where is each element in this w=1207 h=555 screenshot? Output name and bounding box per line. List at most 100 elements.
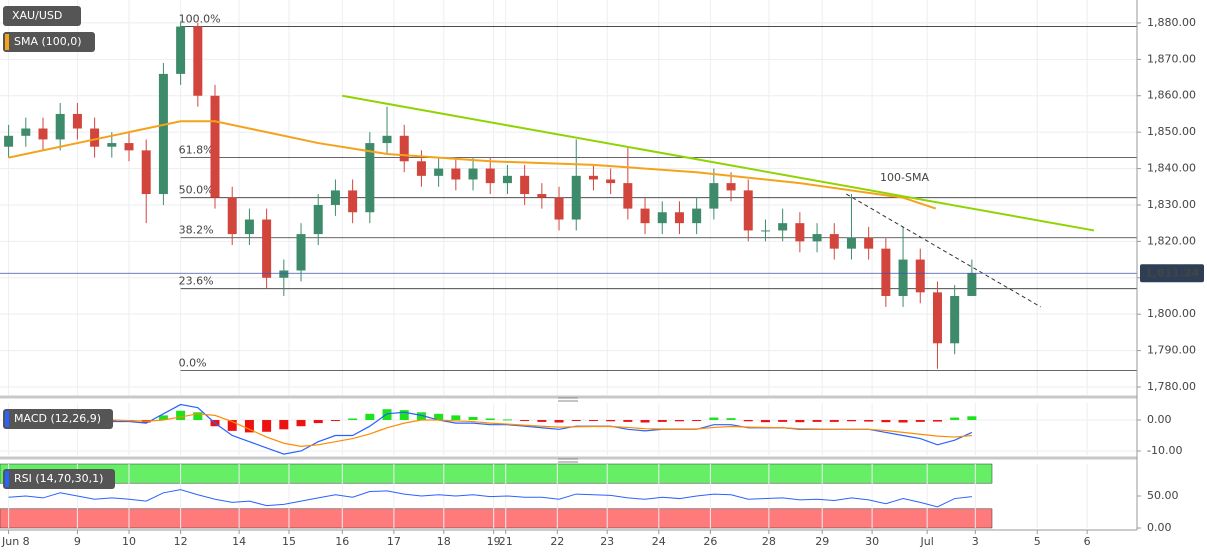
y-tick-label: 1,880.00	[1147, 16, 1196, 29]
candle-body	[606, 179, 616, 184]
fib-label: 23.6%	[179, 275, 214, 288]
last-price-box	[1140, 264, 1204, 283]
legend-macd: MACD (12,26,9)	[14, 412, 101, 425]
histogram-bar	[760, 420, 770, 423]
candle-body	[846, 237, 856, 249]
y-tick-label: 1,830.00	[1147, 198, 1196, 211]
x-tick-label: 18	[437, 535, 451, 548]
x-tick-label: 3	[972, 535, 979, 548]
fib-label: 100.0%	[179, 13, 221, 26]
rsi-band	[0, 508, 993, 529]
y-tick-label: -10.00	[1147, 444, 1182, 457]
x-tick-label: 5	[1034, 535, 1041, 548]
candle-body	[434, 168, 444, 176]
candle-body	[692, 208, 702, 224]
histogram-bar	[829, 420, 839, 422]
histogram-bar	[399, 410, 409, 421]
legend-box[interactable]	[3, 32, 95, 52]
y-tick-label: 1,790.00	[1147, 344, 1196, 357]
candle-body	[262, 219, 272, 278]
resize-handle[interactable]	[558, 458, 578, 463]
candle-body	[21, 128, 31, 136]
price-panel: 1,780.001,790.001,800.001,810.001,820.00…	[0, 0, 1204, 395]
candle-body	[124, 143, 134, 151]
candle-body	[485, 168, 495, 184]
histogram-bar	[296, 420, 306, 427]
histogram-bar	[846, 420, 856, 422]
histogram-bar	[176, 410, 186, 421]
histogram-bar	[382, 409, 392, 421]
histogram-bar	[502, 419, 512, 421]
histogram-bar	[537, 420, 547, 422]
candle-body	[778, 223, 788, 231]
histogram-bar	[365, 413, 375, 421]
candle-body	[348, 190, 358, 213]
candle-body	[760, 230, 770, 232]
histogram-bar	[674, 420, 684, 422]
candle-body	[468, 168, 478, 180]
candle-body	[623, 183, 633, 209]
candle-body	[915, 259, 925, 293]
legend-box[interactable]	[3, 6, 81, 26]
x-tick-label: 26	[703, 535, 717, 548]
legend-box[interactable]	[3, 469, 115, 489]
candle-body	[382, 135, 392, 144]
candle-body	[537, 194, 547, 198]
histogram-bar	[915, 420, 925, 422]
candle-body	[313, 204, 323, 235]
x-tick-label: 10	[122, 535, 136, 548]
x-tick-label: 12	[174, 535, 188, 548]
histogram-bar	[330, 420, 340, 422]
histogram-bar	[657, 420, 667, 422]
x-tick-label: Jun 8	[1, 535, 30, 548]
legend-swatch	[5, 471, 9, 487]
candle-body	[502, 175, 512, 184]
last-price-label: 1,811.24	[1145, 266, 1200, 279]
histogram-bar	[588, 420, 598, 422]
legend-box[interactable]	[3, 409, 113, 429]
histogram-bar	[244, 420, 254, 433]
histogram-bar	[795, 420, 805, 423]
fib-label: 38.2%	[179, 224, 214, 237]
sma-line	[8, 120, 937, 210]
histogram-bar	[227, 420, 237, 431]
candle-body	[279, 270, 289, 278]
fib-label: 0.0%	[179, 357, 207, 370]
histogram-bar	[778, 420, 788, 422]
histogram-bar	[262, 420, 272, 432]
candle-body	[812, 234, 822, 242]
candle-body	[881, 248, 891, 296]
x-tick-label: 17	[387, 535, 401, 548]
candle-body	[176, 26, 186, 74]
x-tick-label: 16	[335, 535, 349, 548]
candle-body	[709, 183, 719, 209]
histogram-bar	[193, 412, 203, 421]
x-tick-label: 28	[762, 535, 776, 548]
x-tick-label: 9	[74, 535, 81, 548]
histogram-bar	[881, 420, 891, 423]
candle-body	[674, 212, 684, 224]
trend-line	[342, 94, 1095, 232]
legend: XAU/USD SMA (100,0) MACD (12,26,9) RSI (…	[3, 6, 115, 489]
x-tick-label: Jul	[920, 535, 934, 548]
legend-symbol: XAU/USD	[12, 9, 62, 22]
histogram-bar	[451, 415, 461, 421]
candle-body	[107, 143, 117, 147]
histogram-bar	[898, 420, 908, 423]
candle-body	[950, 295, 960, 344]
histogram-bar	[864, 420, 874, 422]
candle-body	[90, 128, 100, 147]
rsi-band	[0, 463, 993, 484]
y-tick-label: 0.00	[1147, 413, 1172, 426]
candle-body	[227, 197, 237, 235]
candle-body	[158, 73, 168, 195]
candle-body	[416, 161, 426, 176]
histogram-bar	[434, 413, 444, 421]
histogram-bar	[743, 420, 753, 422]
legend-rsi: RSI (14,70,30,1)	[14, 472, 103, 485]
candle-body	[244, 219, 254, 235]
trend-line	[846, 193, 1041, 308]
candle-body	[640, 208, 650, 224]
resize-handle[interactable]	[558, 397, 578, 402]
